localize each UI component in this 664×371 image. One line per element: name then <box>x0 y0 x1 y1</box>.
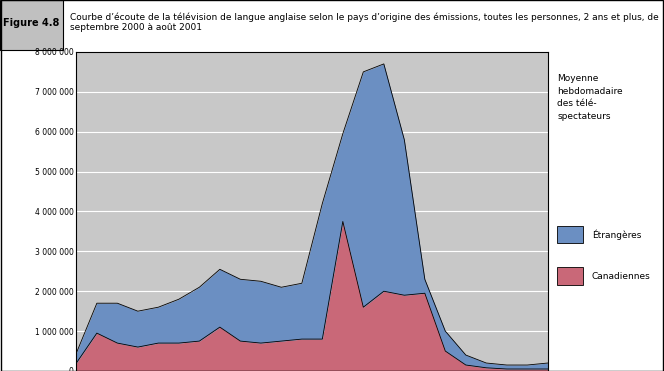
Text: Canadiennes: Canadiennes <box>592 272 651 280</box>
Bar <box>0 0 63 50</box>
Text: Moyenne
hebdomadaire
des télé-
spectateurs: Moyenne hebdomadaire des télé- spectateu… <box>557 74 623 121</box>
Text: Étrangères: Étrangères <box>592 229 641 240</box>
Bar <box>557 226 583 243</box>
Text: Figure 4.8: Figure 4.8 <box>3 17 60 27</box>
Bar <box>557 267 583 285</box>
Text: Courbe d’écoute de la télévision de langue anglaise selon le pays d’origine des : Courbe d’écoute de la télévision de lang… <box>70 13 659 33</box>
